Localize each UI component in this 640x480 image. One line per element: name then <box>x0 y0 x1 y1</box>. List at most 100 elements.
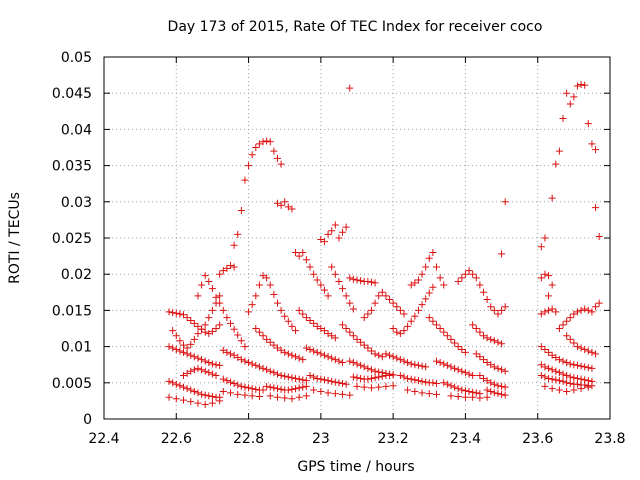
data-point <box>252 144 260 151</box>
data-point <box>194 399 202 407</box>
data-point <box>252 292 260 300</box>
data-point <box>230 351 238 359</box>
data-point <box>241 383 249 391</box>
data-point <box>357 361 365 369</box>
data-point <box>461 348 469 356</box>
data-point <box>201 328 209 336</box>
data-point <box>245 162 253 170</box>
data-point <box>349 359 357 367</box>
data-point <box>216 299 224 307</box>
data-point <box>592 303 600 311</box>
data-point <box>483 296 491 304</box>
y-tick-label: 0.025 <box>52 231 92 247</box>
data-point <box>169 327 177 335</box>
data-point <box>216 292 224 300</box>
data-point <box>364 277 372 285</box>
data-point <box>592 146 600 154</box>
y-axis-label: ROTI / TECUs <box>7 192 23 284</box>
data-point <box>198 390 206 398</box>
data-point <box>541 382 549 390</box>
data-point <box>263 335 271 343</box>
data-point <box>425 254 433 262</box>
data-point <box>552 160 560 168</box>
data-point <box>389 371 397 379</box>
data-point <box>180 383 188 391</box>
data-point <box>353 382 361 390</box>
data-point <box>165 377 173 385</box>
data-point <box>433 380 441 388</box>
data-point <box>284 373 292 381</box>
data-point <box>545 272 553 280</box>
data-point <box>259 332 267 340</box>
data-point <box>480 332 487 340</box>
data-point <box>443 380 451 388</box>
y-tick-label: 0.03 <box>61 195 92 211</box>
data-point <box>212 293 220 301</box>
data-point <box>208 285 216 293</box>
data-point <box>537 243 545 251</box>
data-point <box>208 393 216 401</box>
data-point <box>284 350 292 358</box>
y-tick-label: 0.05 <box>61 50 92 66</box>
data-point <box>494 382 502 390</box>
data-point <box>292 248 300 256</box>
data-point <box>339 359 347 367</box>
data-point <box>440 379 448 387</box>
data-point <box>581 305 589 313</box>
data-point <box>400 373 408 381</box>
data-point <box>281 394 289 402</box>
data-point <box>270 290 278 298</box>
data-point <box>545 348 553 356</box>
data-point <box>183 385 191 393</box>
data-point <box>339 285 347 293</box>
data-point <box>273 199 281 207</box>
data-point <box>288 374 296 382</box>
x-tick-label: 22.6 <box>161 431 192 447</box>
data-point <box>393 328 401 336</box>
data-point <box>367 374 375 382</box>
data-point <box>245 384 253 392</box>
data-point <box>563 379 571 387</box>
data-point <box>433 357 441 365</box>
data-point <box>577 362 585 370</box>
chart-title: Day 173 of 2015, Rate Of TEC Index for r… <box>168 19 543 35</box>
data-point <box>284 386 292 394</box>
data-point <box>208 306 216 314</box>
data-point <box>545 374 553 382</box>
data-point <box>255 140 263 148</box>
data-point <box>414 377 422 385</box>
data-point <box>292 353 300 361</box>
data-point <box>440 281 448 289</box>
data-point <box>328 263 336 271</box>
data-point <box>248 392 256 400</box>
data-point <box>270 369 278 377</box>
data-point <box>284 317 292 325</box>
data-point <box>255 363 263 371</box>
data-point <box>461 393 469 401</box>
data-point <box>342 292 350 300</box>
data-point <box>234 331 242 339</box>
data-point <box>490 363 498 371</box>
data-point <box>367 278 375 286</box>
data-point <box>273 385 281 393</box>
data-point <box>490 337 498 345</box>
data-point <box>288 322 296 330</box>
data-point <box>378 288 386 296</box>
data-point <box>371 299 379 307</box>
data-point <box>295 384 303 392</box>
data-point <box>440 360 448 368</box>
data-point <box>281 372 289 380</box>
x-tick-label: 23.4 <box>450 431 481 447</box>
data-point <box>227 350 234 358</box>
data-point <box>458 345 466 353</box>
data-point <box>270 147 278 155</box>
data-point <box>487 303 495 311</box>
data-point <box>588 348 596 356</box>
data-point <box>194 330 202 338</box>
data-point <box>212 325 220 332</box>
data-point <box>190 319 198 327</box>
data-point <box>353 335 361 343</box>
data-point <box>375 292 383 300</box>
data-point <box>237 337 245 345</box>
data-point <box>349 275 357 283</box>
